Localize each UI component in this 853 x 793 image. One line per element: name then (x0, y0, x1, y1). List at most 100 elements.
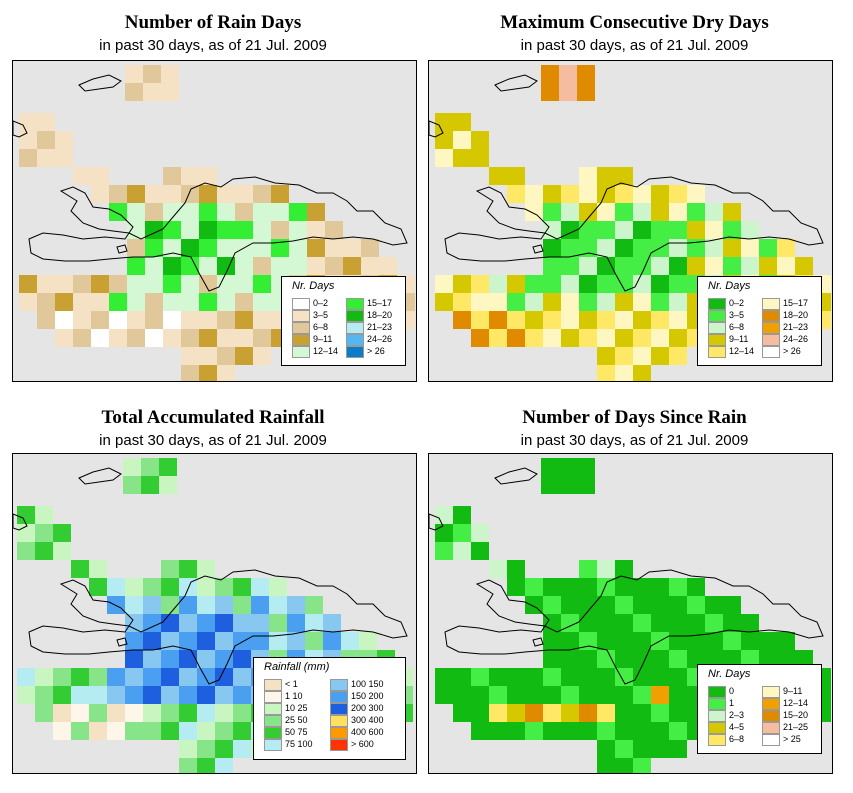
grid-cell (597, 596, 615, 614)
grid-cell (269, 632, 287, 650)
grid-cell (579, 596, 597, 614)
grid-cell (669, 257, 687, 275)
grid-cell (561, 578, 579, 596)
grid-cell (669, 329, 687, 347)
grid-cell (669, 578, 687, 596)
grid-cell (197, 704, 215, 722)
grid-cell (525, 578, 543, 596)
grid-cell (597, 185, 615, 203)
grid-cell (179, 560, 197, 578)
grid-cell (55, 275, 73, 293)
legend-label: 21–25 (783, 722, 809, 732)
grid-cell (597, 722, 615, 740)
grid-cell (161, 578, 179, 596)
coastline-path (444, 569, 824, 685)
grid-cell (669, 740, 687, 758)
grid-cell (741, 239, 759, 257)
grid-cell (179, 596, 197, 614)
legend-swatch (264, 703, 282, 715)
grid-cell (143, 632, 161, 650)
grid-cell (741, 650, 759, 668)
grid-cell (127, 185, 145, 203)
grid-cell (597, 668, 615, 686)
grid-cell (651, 650, 669, 668)
grid-cell (289, 239, 307, 257)
grid-cell (577, 458, 595, 476)
legend-label: 4–5 (729, 722, 745, 732)
grid-cell (759, 239, 777, 257)
grid-cell (107, 668, 125, 686)
panel-title: Maximum Consecutive Dry Days (500, 12, 769, 33)
grid-cell (71, 686, 89, 704)
grid-cell (633, 596, 651, 614)
grid-cell (17, 506, 35, 524)
grid-cell (197, 758, 215, 773)
grid-cell (723, 221, 741, 239)
grid-cell (215, 668, 233, 686)
grid-cell (669, 650, 687, 668)
grid-cell (35, 704, 53, 722)
grid-cell (777, 632, 795, 650)
grid-cell (91, 185, 109, 203)
legend-swatch (708, 710, 726, 722)
grid-cell (543, 185, 561, 203)
grid-cell (181, 275, 199, 293)
grid-cell (71, 560, 89, 578)
grid-cell (179, 758, 197, 773)
legend-label: 6–8 (729, 322, 745, 332)
grid-cell (777, 239, 795, 257)
grid-cell (127, 257, 145, 275)
legend-swatch (264, 715, 282, 727)
grid-cell (123, 476, 141, 494)
grid-cell (199, 203, 217, 221)
grid-cell (179, 722, 197, 740)
grid-cell (669, 203, 687, 221)
grid-cell (615, 614, 633, 632)
grid-cell (253, 347, 271, 365)
legend: Nr. Days 0 1 2–3 4–5 6–8 9–11 12–14 15–20 21–25 >… (697, 664, 822, 754)
grid-cell (561, 293, 579, 311)
grid-cell (543, 311, 561, 329)
grid-cell (615, 293, 633, 311)
grid-cell (181, 293, 199, 311)
grid-cell (91, 311, 109, 329)
grid-cell (179, 614, 197, 632)
grid-cell (543, 704, 561, 722)
grid-cell (597, 311, 615, 329)
grid-cell (19, 131, 37, 149)
grid-cell (161, 704, 179, 722)
grid-cell (633, 614, 651, 632)
coastline-path (116, 637, 128, 647)
grid-cell (651, 329, 669, 347)
legend-label: 0–2 (313, 298, 329, 308)
grid-cell (197, 578, 215, 596)
grid-cell (489, 275, 507, 293)
legend-label: 12–14 (729, 346, 755, 356)
grid-cell (163, 293, 181, 311)
legend-swatch (330, 727, 348, 739)
grid-cell (145, 221, 163, 239)
grid-cell (453, 311, 471, 329)
legend-title: Nr. Days (292, 280, 335, 292)
grid-cell (597, 614, 615, 632)
grid-cell (179, 686, 197, 704)
grid-cell (633, 203, 651, 221)
grid-cell (471, 686, 489, 704)
grid-cell (109, 329, 127, 347)
grid-cell (145, 275, 163, 293)
panel-dry-days: Maximum Consecutive Dry Days in past 30 … (416, 0, 853, 390)
grid-cell (163, 275, 181, 293)
grid-cell (217, 329, 235, 347)
grid-cell (615, 365, 633, 381)
legend: Nr. Days 0–2 3–5 6–8 9–11 12–14 15–17 18–20 21–… (281, 276, 406, 366)
grid-cell (579, 722, 597, 740)
grid-cell (127, 203, 145, 221)
legend-label: 50 75 (285, 727, 308, 737)
grid-cell (233, 668, 251, 686)
grid-cell (89, 578, 107, 596)
legend-label: 400 600 (351, 727, 384, 737)
legend-swatch (264, 679, 282, 691)
grid-cell (159, 476, 177, 494)
grid-cell (687, 203, 705, 221)
grid-cell (543, 668, 561, 686)
